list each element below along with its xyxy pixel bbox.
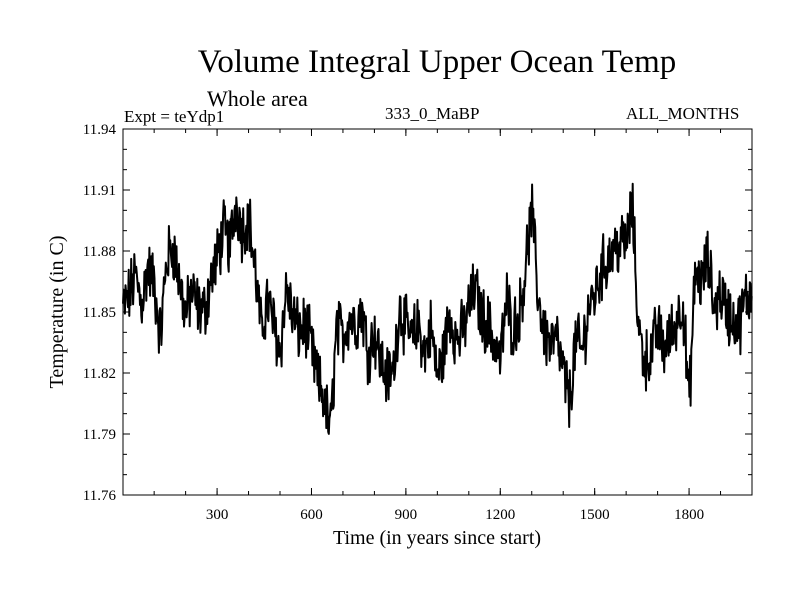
x-tick-label: 900 bbox=[395, 507, 418, 523]
y-axis-label: Temperature (in C) bbox=[46, 236, 68, 389]
plot-frame bbox=[122, 128, 753, 496]
y-tick-label: 11.79 bbox=[83, 427, 116, 443]
months-label: ALL_MONTHS bbox=[626, 104, 740, 123]
y-tick-label: 11.88 bbox=[83, 244, 116, 260]
x-tick-label: 1800 bbox=[674, 507, 704, 523]
y-tick-label: 11.82 bbox=[83, 366, 116, 382]
x-tick-label: 600 bbox=[300, 507, 323, 523]
plot-area bbox=[122, 182, 753, 435]
axis-ticks: 11.76 11.79 11.82 11.85 11.88 11.91 11.94 300 60… bbox=[83, 122, 752, 523]
y-tick-label: 11.76 bbox=[83, 488, 117, 504]
y-tick-label: 11.85 bbox=[83, 305, 116, 321]
experiment-label: Expt = teYdp1 bbox=[124, 107, 225, 126]
x-tick-label: 300 bbox=[206, 507, 229, 523]
x-tick-label: 1500 bbox=[580, 507, 610, 523]
y-tick-label: 11.94 bbox=[83, 122, 117, 138]
y-tick-label: 11.91 bbox=[83, 183, 116, 199]
x-axis-label: Time (in years since start) bbox=[333, 527, 541, 549]
chart-subtitle: Whole area bbox=[207, 86, 308, 111]
period-label: 333_0_MaBP bbox=[385, 104, 480, 123]
series-line bbox=[122, 182, 753, 435]
x-tick-label: 1200 bbox=[485, 507, 515, 523]
chart-title: Volume Integral Upper Ocean Temp bbox=[197, 44, 677, 80]
